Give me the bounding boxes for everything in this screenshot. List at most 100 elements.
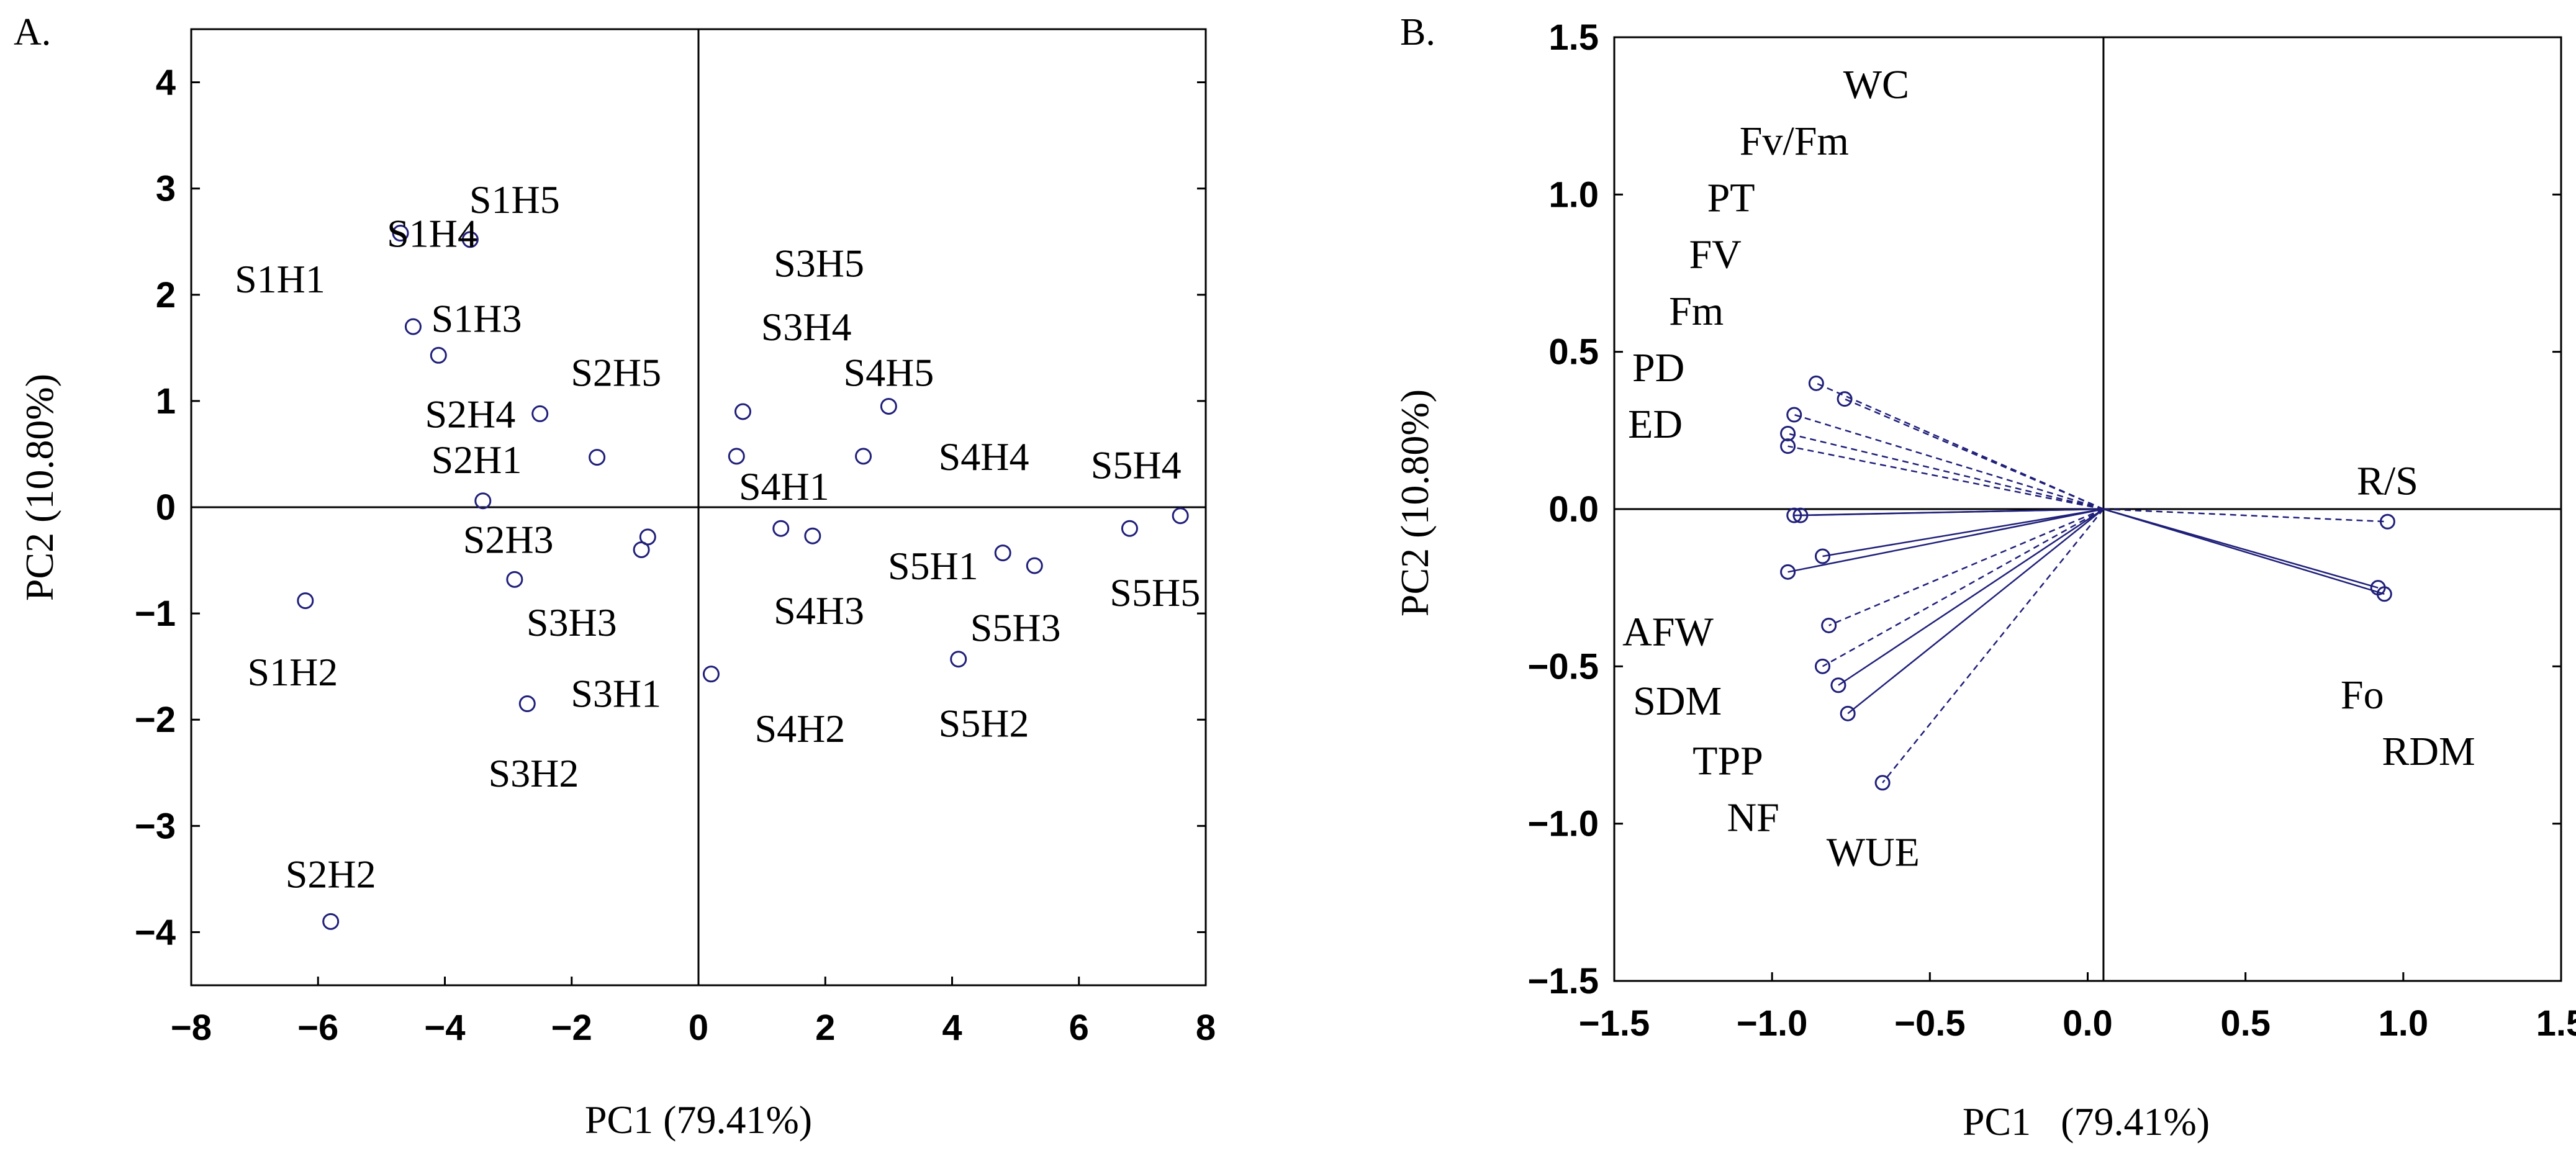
point-s2h4 [531, 405, 549, 422]
loading-vector-13 [1847, 508, 2104, 715]
panel-a-y-tick-label: −1 [135, 594, 176, 634]
variable-label-r-s: R/S [2357, 458, 2418, 503]
panel-a-y-tick-label: −2 [135, 700, 176, 740]
panel-a-x-tick-label: 0 [689, 1008, 708, 1048]
point-s3h5 [728, 448, 745, 465]
loading-vector-9 [1787, 508, 2104, 573]
point-s4h2 [702, 666, 720, 683]
loading-point-3 [1786, 407, 1802, 423]
panel-b-y-ticks: 1.5 1.0 0.5 0.0 −0.5 −1.0 −1.5 [1528, 17, 2561, 1001]
point-s2h3 [506, 571, 523, 588]
label-s3h2: S3H2 [489, 751, 579, 795]
variable-label-pt: PT [1707, 175, 1755, 220]
panel-a-y-ticks: 4 3 2 1 0 −1 −2 −3 −4 [135, 63, 1206, 952]
loading-vector-12 [1838, 508, 2104, 686]
panel-b-y-tick-label: 0.0 [1548, 489, 1599, 530]
label-s5h5: S5H5 [1109, 571, 1200, 615]
panel-b-y-tick-label: 0.5 [1548, 332, 1599, 373]
loading-point-12 [1830, 677, 1846, 693]
loading-vector-2 [1844, 398, 2104, 510]
panel-a-x-axis-label: PC1 (79.41%) [585, 1098, 812, 1142]
panel-a-label: A. [14, 11, 51, 53]
panel-b-x-tick-label: 1.0 [2379, 1003, 2429, 1044]
variable-label-afw: AFW [1622, 610, 1714, 655]
panel-b-y-tick-label: 1.0 [1548, 174, 1599, 215]
label-s4h1: S4H1 [739, 464, 829, 508]
loading-point-11 [1815, 658, 1830, 674]
variable-label-wue: WUE [1827, 829, 1920, 875]
point-s4h4 [855, 448, 872, 465]
panel-a-x-tick-label: 8 [1196, 1008, 1216, 1048]
loading-vector-10 [1828, 508, 2104, 626]
label-s3h4: S3H4 [761, 305, 852, 349]
loading-point-2 [1837, 391, 1853, 407]
point-s2h2 [322, 913, 340, 930]
loading-point-17 [2376, 586, 2392, 602]
panel-a-y-tick-label: 1 [156, 381, 176, 422]
label-s2h5: S2H5 [571, 351, 661, 395]
point-s5h4 [1121, 520, 1138, 537]
loading-vector-8 [1822, 508, 2104, 558]
panel-b-loading-plot: B. −1.5 −1.0 −0.5 0.0 0.5 1.0 1.5 1.5 1.0 0.5 0.0… [1393, 11, 2576, 1144]
point-s3h3 [639, 528, 656, 546]
point-s2h5 [589, 449, 606, 466]
point-s1h4 [430, 346, 447, 364]
point-s5h3 [1026, 557, 1043, 574]
loading-point-7 [1792, 507, 1809, 523]
loading-vector-3 [1794, 413, 2104, 510]
loading-vector-7 [1800, 508, 2104, 517]
panel-b-x-tick-label: 1.5 [2536, 1003, 2576, 1044]
panel-b-y-tick-label: −1.0 [1528, 804, 1599, 844]
panel-a-y-tick-label: 3 [156, 169, 176, 209]
variable-label-nf: NF [1727, 795, 1779, 841]
panel-a-y-tick-label: 0 [156, 487, 176, 528]
variable-label-tpp: TPP [1692, 738, 1763, 783]
label-s1h2: S1H2 [247, 650, 338, 694]
panel-b-y-axis-label: PC2 (10.80%) [1393, 389, 1437, 616]
loading-point-9 [1780, 564, 1796, 580]
panel-a-y-tick-label: 2 [156, 275, 176, 315]
loading-vector-14 [1882, 508, 2104, 783]
label-s3h1: S3H1 [571, 671, 661, 715]
loading-vector-5 [1787, 445, 2104, 510]
variable-label-rdm: RDM [2382, 729, 2475, 774]
loading-point-10 [1821, 617, 1837, 633]
variable-label-fv-fm: Fv/Fm [1740, 119, 1849, 164]
panel-b-x-axis-label: PC1 (79.41%) [1963, 1100, 2210, 1144]
point-s4h1 [772, 520, 790, 537]
panel-b-x-tick-label: 0.0 [2063, 1003, 2113, 1044]
panel-b-label: B. [1400, 11, 1435, 53]
label-s4h3: S4H3 [774, 589, 864, 633]
point-s3h4 [734, 403, 751, 420]
loading-point-14 [1874, 775, 1891, 791]
panel-a-y-tick-label: 4 [156, 63, 176, 103]
panel-a-x-tick-label: −8 [171, 1008, 212, 1048]
point-s1h1 [392, 225, 409, 242]
loading-point-13 [1840, 705, 1856, 721]
point-s2h1 [474, 492, 492, 510]
point-s5h5 [1172, 507, 1189, 525]
label-s1h5: S1H5 [469, 178, 560, 222]
panel-a-x-tick-label: 6 [1069, 1008, 1089, 1048]
panel-b-x-tick-label: −0.5 [1894, 1003, 1966, 1044]
loading-point-1 [1808, 375, 1824, 391]
panel-a-x-ticks: −8 −6 −4 −2 0 2 4 6 8 [171, 977, 1216, 1048]
panel-b-y-tick-label: −1.5 [1528, 961, 1599, 1001]
label-s2h3: S2H3 [463, 517, 554, 561]
point-s4h3 [804, 527, 821, 544]
point-s5h1 [994, 544, 1011, 562]
panel-a-x-tick-label: −4 [424, 1008, 465, 1048]
point-s1h2 [297, 592, 314, 610]
label-s1h4: S1H4 [387, 212, 477, 256]
panel-a-y-tick-label: −3 [135, 806, 176, 846]
label-s4h2: S4H2 [754, 707, 845, 751]
loading-point-15 [2379, 513, 2395, 530]
variable-label-ed: ED [1628, 402, 1683, 447]
point-s3h1 [518, 695, 536, 713]
label-s5h4: S5H4 [1091, 443, 1182, 487]
point-s1h5 [461, 231, 479, 248]
label-s5h2: S5H2 [939, 701, 1029, 745]
